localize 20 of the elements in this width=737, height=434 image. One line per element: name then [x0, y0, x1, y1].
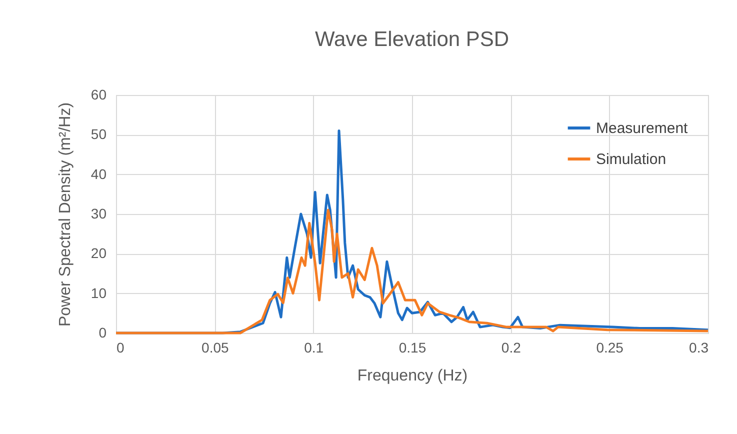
y-tick-label: 50: [90, 126, 107, 142]
y-tick-label: 60: [90, 86, 107, 102]
legend-label: Simulation: [596, 151, 666, 168]
chart-title: Wave Elevation PSD: [314, 28, 510, 51]
y-tick-label: 0: [98, 324, 107, 340]
x-tick-label: 0.2: [501, 340, 522, 356]
x-tick-label: 0: [116, 340, 124, 356]
x-tick-label: 0.05: [202, 340, 230, 356]
y-tick-label: 10: [90, 284, 107, 301]
x-tick-label: 0.25: [596, 340, 624, 356]
legend-label: Measurement: [596, 120, 689, 137]
x-axis-title: Frequency (Hz): [357, 368, 468, 384]
x-tick-label: 0.15: [398, 340, 426, 356]
y-tick-label: 30: [90, 206, 107, 222]
line-series: [114, 208, 710, 334]
x-tick-label: 0.1: [304, 340, 324, 356]
y-tick-label: 40: [90, 166, 107, 182]
y-tick-label: 20: [90, 245, 107, 262]
y-axis-title: Power Spectral Density (m²/Hz): [56, 102, 74, 327]
x-tick-label: 0.3: [689, 340, 709, 356]
